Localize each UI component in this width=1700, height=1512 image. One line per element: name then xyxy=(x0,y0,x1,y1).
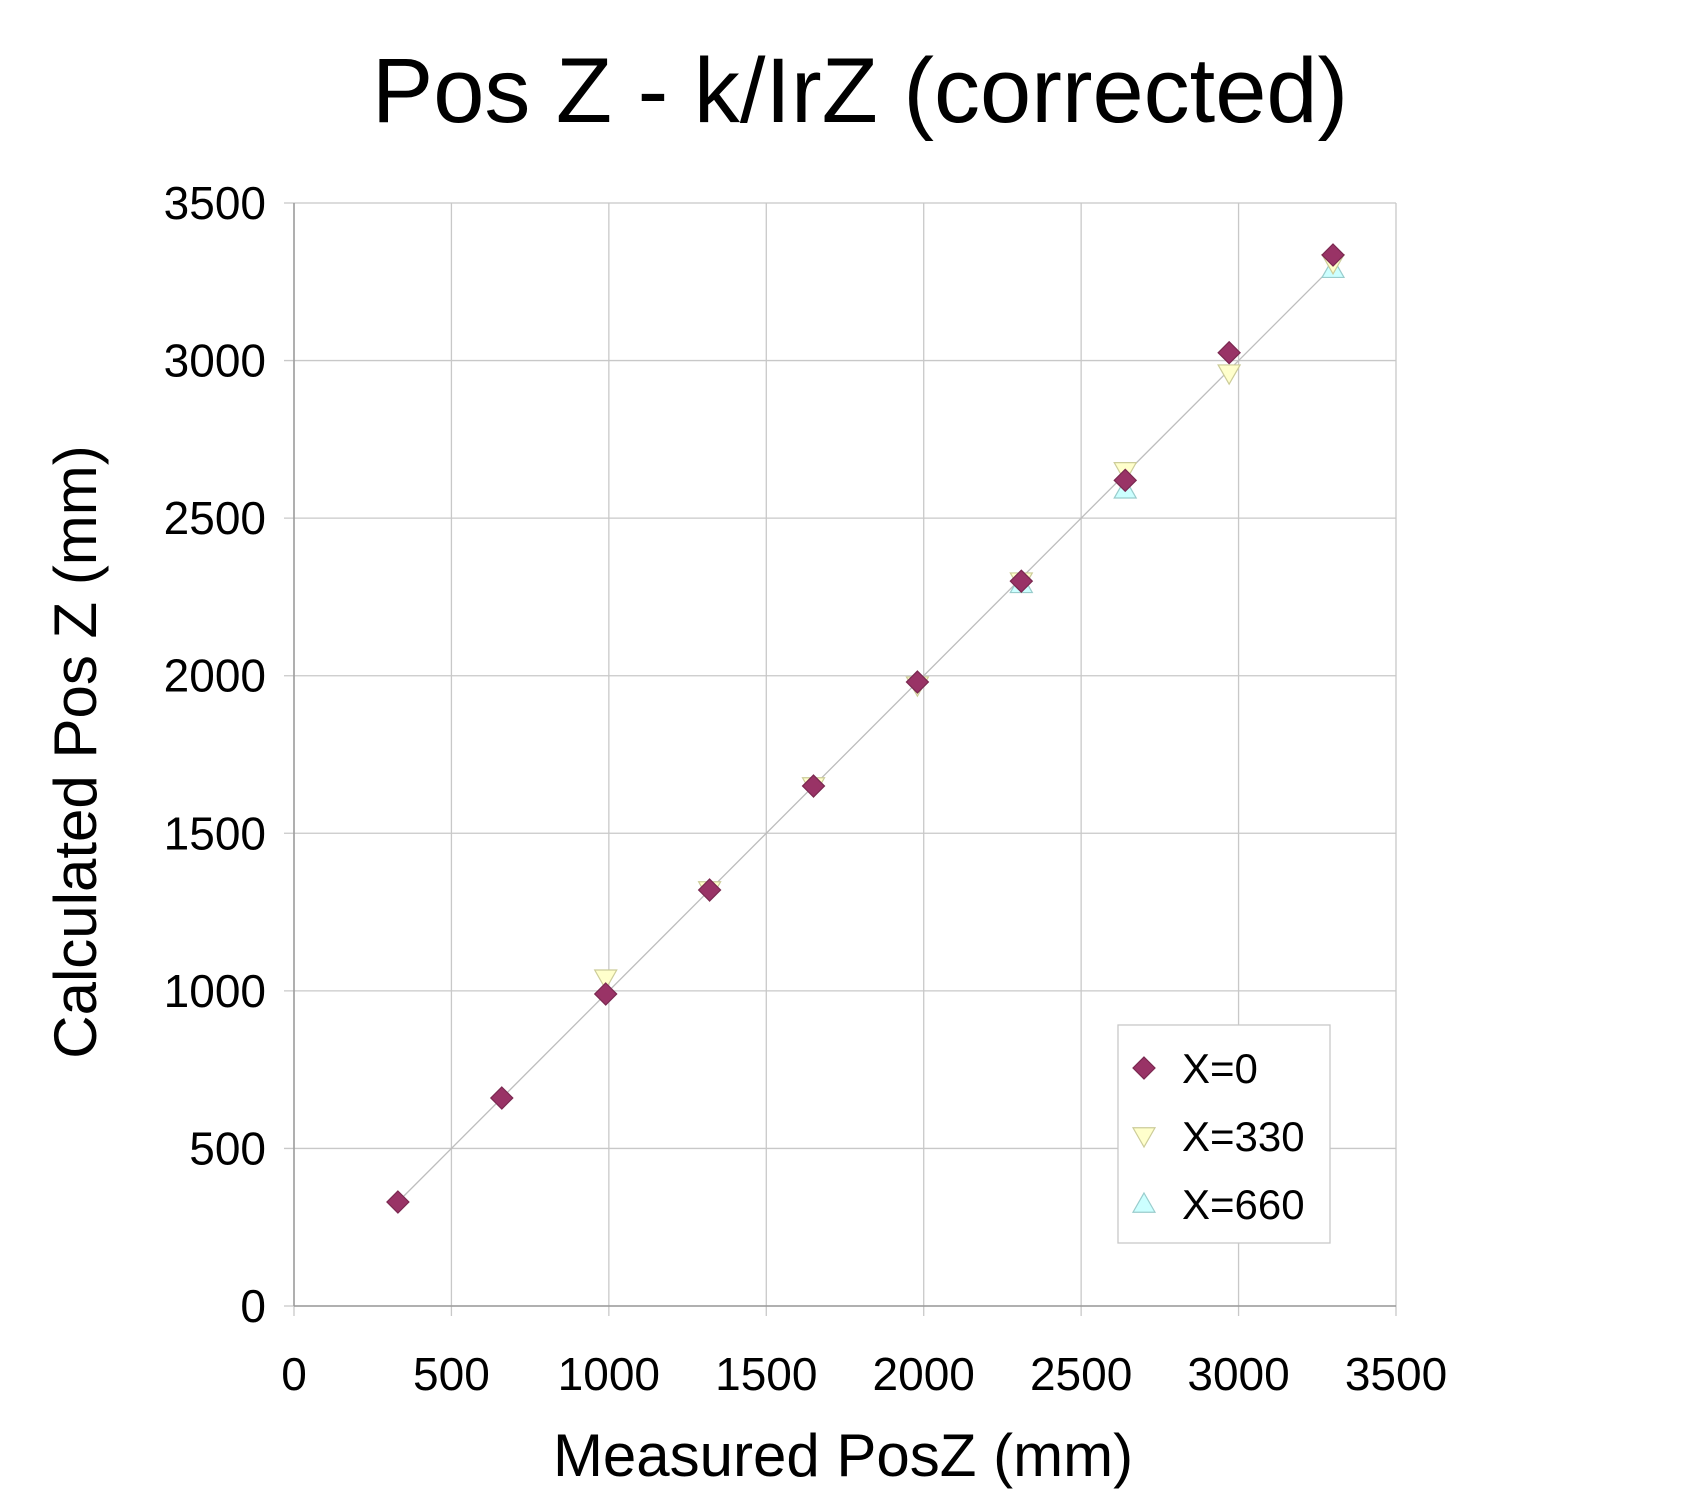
legend-marker xyxy=(1131,1127,1157,1149)
reference-line xyxy=(397,265,1334,1203)
point-x-0 xyxy=(489,1086,514,1110)
x-tick-label: 2500 xyxy=(1030,1348,1132,1400)
legend-label: X=0 xyxy=(1182,1045,1258,1092)
x-tick-label: 1500 xyxy=(715,1348,817,1400)
chart-title: Pos Z - k/IrZ (corrected) xyxy=(372,40,1348,142)
point-x-330 xyxy=(593,969,618,991)
reference-line-segment xyxy=(397,265,1334,1203)
point-x-0 xyxy=(1009,569,1034,594)
x-tick-label: 3500 xyxy=(1345,1348,1447,1400)
y-tick-labels: 0 500 1000 1500 2000 2500 3000 3500 xyxy=(164,177,266,1332)
legend-box xyxy=(1117,1024,1331,1244)
x-tick-labels: 0 500 1000 1500 2000 2500 3000 3500 xyxy=(281,1348,1447,1400)
y-tick-label: 2000 xyxy=(164,650,266,702)
x-tick-label: 2000 xyxy=(873,1348,975,1400)
legend-marker xyxy=(1132,1056,1156,1080)
y-tick-label: 2500 xyxy=(164,492,266,544)
y-tick-label: 1000 xyxy=(164,965,266,1017)
y-tick-label: 0 xyxy=(240,1280,266,1332)
x-tick-label: 3000 xyxy=(1187,1348,1289,1400)
point-x-0 xyxy=(1113,468,1138,493)
point-x-0 xyxy=(1321,243,1345,267)
x-tick-label: 1000 xyxy=(558,1348,660,1400)
grid xyxy=(284,202,1397,1316)
y-tick-label: 500 xyxy=(189,1122,266,1174)
data-points xyxy=(386,243,1346,1214)
y-tick-label: 1500 xyxy=(164,807,266,859)
axes xyxy=(293,203,1396,1307)
y-tick-label: 3000 xyxy=(164,335,266,387)
point-x-0 xyxy=(905,670,930,694)
point-x-0 xyxy=(697,878,722,902)
legend: X=0 X=330 X=660 xyxy=(1117,1024,1331,1244)
x-axis-title: Measured PosZ (mm) xyxy=(553,1422,1133,1489)
point-x-0 xyxy=(593,982,618,1006)
point-x-330 xyxy=(1217,364,1242,386)
point-x-0 xyxy=(801,774,826,798)
point-x-0 xyxy=(386,1190,410,1214)
point-x-0 xyxy=(1217,340,1241,365)
legend-label: X=330 xyxy=(1182,1113,1305,1160)
legend-label: X=660 xyxy=(1182,1181,1305,1228)
x-tick-label: 0 xyxy=(281,1348,307,1400)
y-axis-title: Calculated Pos Z (mm) xyxy=(42,445,109,1058)
x-tick-label: 500 xyxy=(413,1348,490,1400)
y-tick-label: 3500 xyxy=(164,177,266,229)
legend-marker xyxy=(1131,1191,1157,1213)
